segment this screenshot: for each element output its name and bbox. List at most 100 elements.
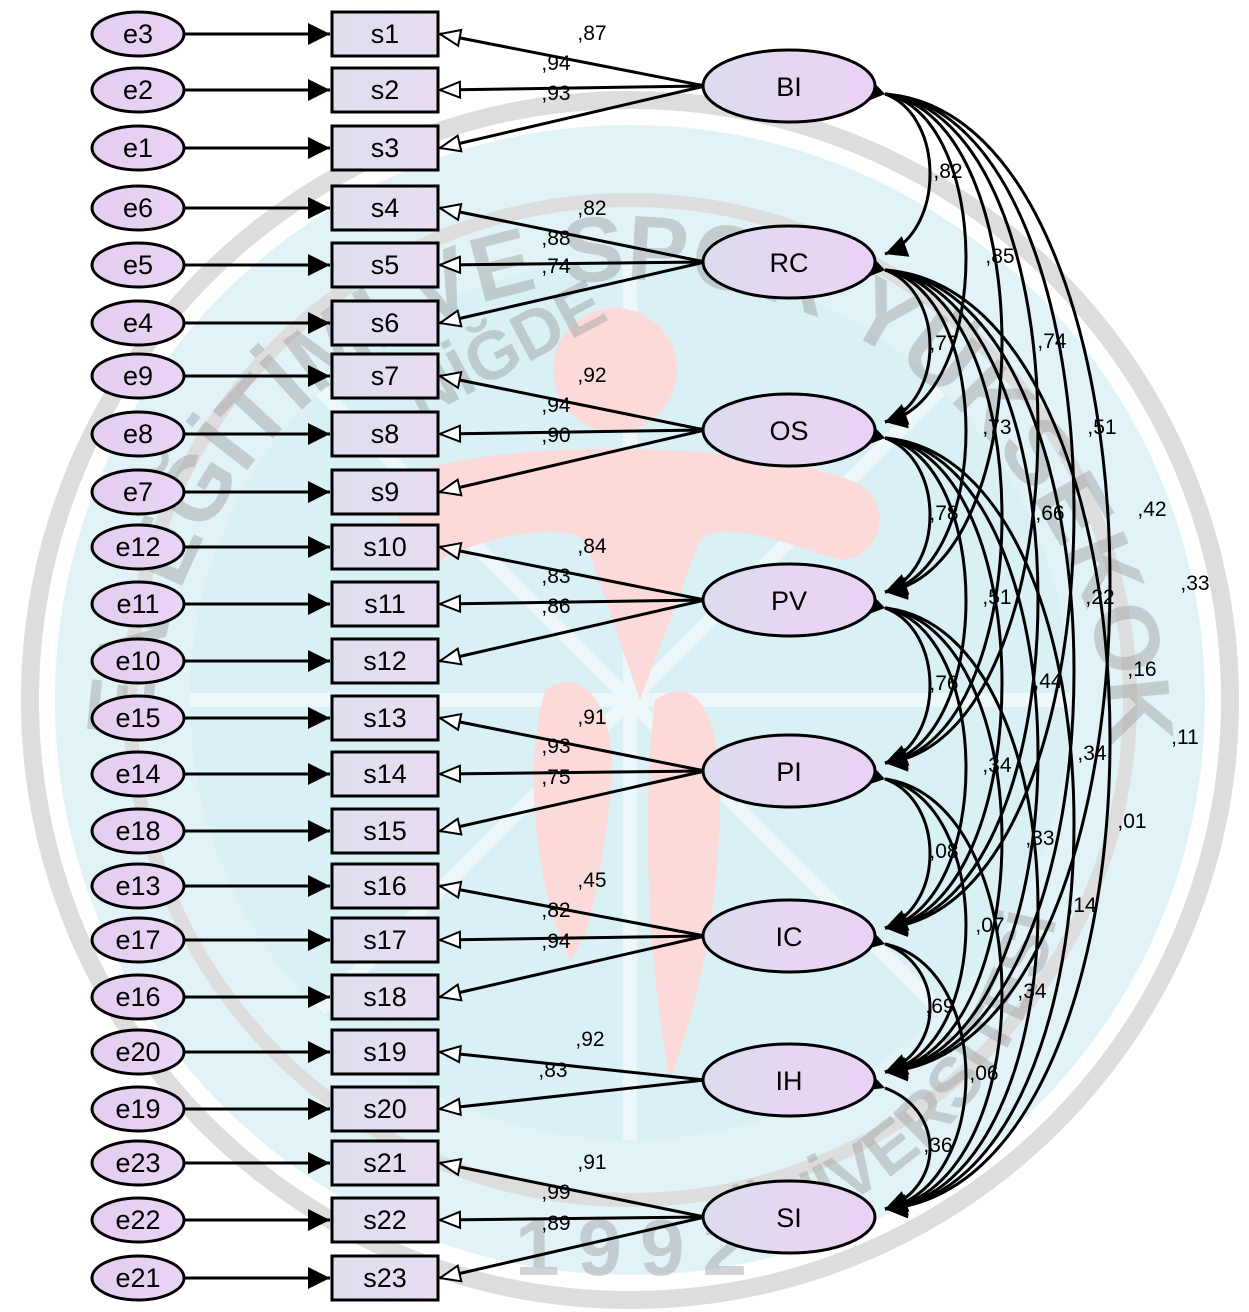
observed-variable: s18 bbox=[330, 973, 440, 1021]
loading-path bbox=[437, 255, 706, 275]
observed-label: s12 bbox=[363, 646, 407, 676]
latent-label: PV bbox=[771, 586, 807, 616]
error-label: e18 bbox=[115, 816, 160, 846]
diagram-nodes: e3 s1 e2 s2 e1 s3 e6 s4 e5 s5 e4 s6 e9 s7 e8 s8 e7 s9 e12 s… bbox=[90, 10, 877, 1302]
error-label: e12 bbox=[115, 532, 160, 562]
observed-variable: s9 bbox=[330, 468, 440, 516]
correlation-value: ,42 bbox=[1137, 498, 1166, 521]
error-term: e19 bbox=[90, 1085, 186, 1133]
loading-path bbox=[437, 428, 706, 497]
error-term: e20 bbox=[90, 1028, 186, 1076]
error-label: e14 bbox=[115, 759, 160, 789]
loading-value: ,87 bbox=[577, 22, 606, 45]
error-label: e13 bbox=[115, 871, 160, 901]
error-term: e13 bbox=[90, 862, 186, 910]
error-label: e20 bbox=[115, 1037, 160, 1067]
correlation-value: ,07 bbox=[975, 914, 1004, 937]
loading-path bbox=[437, 202, 706, 264]
error-label: e11 bbox=[116, 589, 159, 619]
observed-variable: s11 bbox=[330, 580, 440, 628]
loading-path bbox=[437, 28, 706, 88]
observed-variable: s13 bbox=[330, 694, 440, 742]
observed-variable: s19 bbox=[330, 1028, 440, 1076]
correlation-value: ,74 bbox=[1037, 330, 1067, 353]
correlation-path bbox=[861, 593, 1004, 1080]
observed-label: s13 bbox=[363, 703, 407, 733]
correlation-value: ,51 bbox=[982, 586, 1011, 609]
correlation-value: ,22 bbox=[1085, 586, 1114, 609]
error-term: e5 bbox=[90, 241, 186, 289]
error-label: e6 bbox=[123, 193, 153, 223]
correlation-path bbox=[862, 257, 1076, 1081]
observed-label: s4 bbox=[371, 193, 400, 223]
correlation-value: ,77 bbox=[929, 332, 958, 355]
loading-value: ,88 bbox=[541, 227, 570, 250]
error-term: e14 bbox=[90, 750, 186, 798]
loading-value: ,74 bbox=[541, 255, 571, 278]
latent-label: IH bbox=[776, 1066, 803, 1096]
observed-label: s18 bbox=[363, 982, 407, 1012]
latent-variable: RC bbox=[701, 224, 877, 300]
correlation-value: ,34 bbox=[1017, 980, 1047, 1003]
observed-variable: s17 bbox=[330, 916, 440, 964]
observed-variable: s14 bbox=[330, 750, 440, 798]
observed-label: s15 bbox=[363, 816, 407, 846]
latent-label: OS bbox=[769, 416, 808, 446]
error-label: e16 bbox=[115, 982, 160, 1012]
latent-variable: PV bbox=[701, 562, 877, 638]
observed-label: s1 bbox=[371, 19, 400, 49]
loading-value: ,94 bbox=[541, 930, 571, 953]
observed-label: s19 bbox=[363, 1037, 407, 1067]
correlation-path bbox=[861, 422, 968, 770]
loading-value: ,45 bbox=[577, 869, 606, 892]
correlation-value: ,66 bbox=[1035, 502, 1064, 525]
correlation-value: ,08 bbox=[929, 840, 958, 863]
loading-path bbox=[437, 1044, 706, 1082]
loading-path bbox=[437, 1215, 706, 1283]
error-label: e21 bbox=[115, 1263, 160, 1293]
observed-label: s9 bbox=[371, 477, 400, 507]
latent-label: RC bbox=[770, 248, 809, 278]
observed-variable: s5 bbox=[330, 241, 440, 289]
correlation-value: ,76 bbox=[929, 672, 958, 695]
correlation-value: ,69 bbox=[925, 995, 954, 1018]
loading-value: ,84 bbox=[577, 535, 607, 558]
observed-label: s5 bbox=[371, 250, 400, 280]
correlation-path bbox=[862, 81, 1112, 1082]
loading-value: ,92 bbox=[575, 1028, 604, 1051]
loading-value: ,82 bbox=[541, 899, 570, 922]
correlation-value: ,14 bbox=[1067, 894, 1097, 917]
error-label: e1 bbox=[123, 133, 153, 163]
latent-variable: PI bbox=[701, 733, 877, 809]
error-term: e18 bbox=[90, 807, 186, 855]
correlation-value: ,34 bbox=[982, 754, 1012, 777]
correlation-value: ,78 bbox=[929, 502, 958, 525]
observed-variable: s8 bbox=[330, 410, 440, 458]
observed-label: s3 bbox=[371, 133, 400, 163]
observed-label: s21 bbox=[363, 1148, 407, 1178]
loading-path bbox=[437, 594, 706, 614]
correlation-value: ,51 bbox=[1087, 416, 1116, 439]
observed-label: s7 bbox=[371, 361, 400, 391]
correlation-path bbox=[861, 594, 1040, 1218]
latent-label: IC bbox=[776, 922, 803, 952]
error-label: e5 bbox=[123, 250, 153, 280]
correlation-value: ,44 bbox=[1033, 670, 1063, 693]
loading-path bbox=[437, 880, 706, 938]
error-term: e22 bbox=[90, 1196, 186, 1244]
correlation-value: ,06 bbox=[969, 1062, 998, 1085]
error-term: e11 bbox=[90, 580, 186, 628]
error-label: e23 bbox=[115, 1148, 160, 1178]
correlation-path bbox=[862, 257, 1112, 1219]
observed-label: s10 bbox=[363, 532, 407, 562]
error-label: e8 bbox=[123, 419, 153, 449]
correlation-value: ,73 bbox=[982, 416, 1011, 439]
observed-variable: s22 bbox=[330, 1196, 440, 1244]
loading-value: ,83 bbox=[538, 1059, 567, 1082]
loading-value: ,89 bbox=[541, 1212, 570, 1235]
correlation-path bbox=[861, 423, 1004, 936]
loading-path bbox=[437, 598, 706, 666]
latent-label: SI bbox=[776, 1203, 802, 1233]
error-term: e10 bbox=[90, 637, 186, 685]
